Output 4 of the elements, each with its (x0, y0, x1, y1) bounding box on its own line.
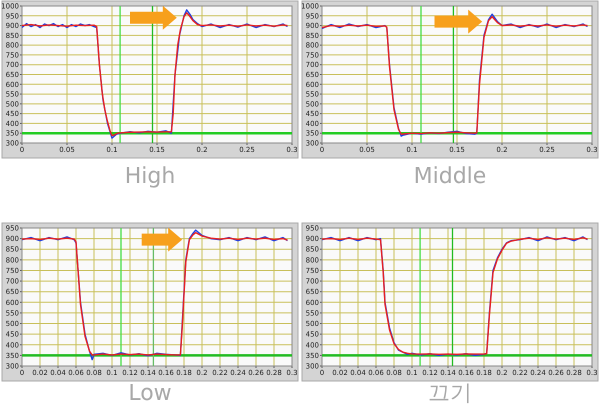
text: 끄기 (428, 381, 472, 406)
text: High (124, 164, 176, 189)
text: Low (128, 381, 172, 406)
text: Middle (414, 164, 486, 189)
